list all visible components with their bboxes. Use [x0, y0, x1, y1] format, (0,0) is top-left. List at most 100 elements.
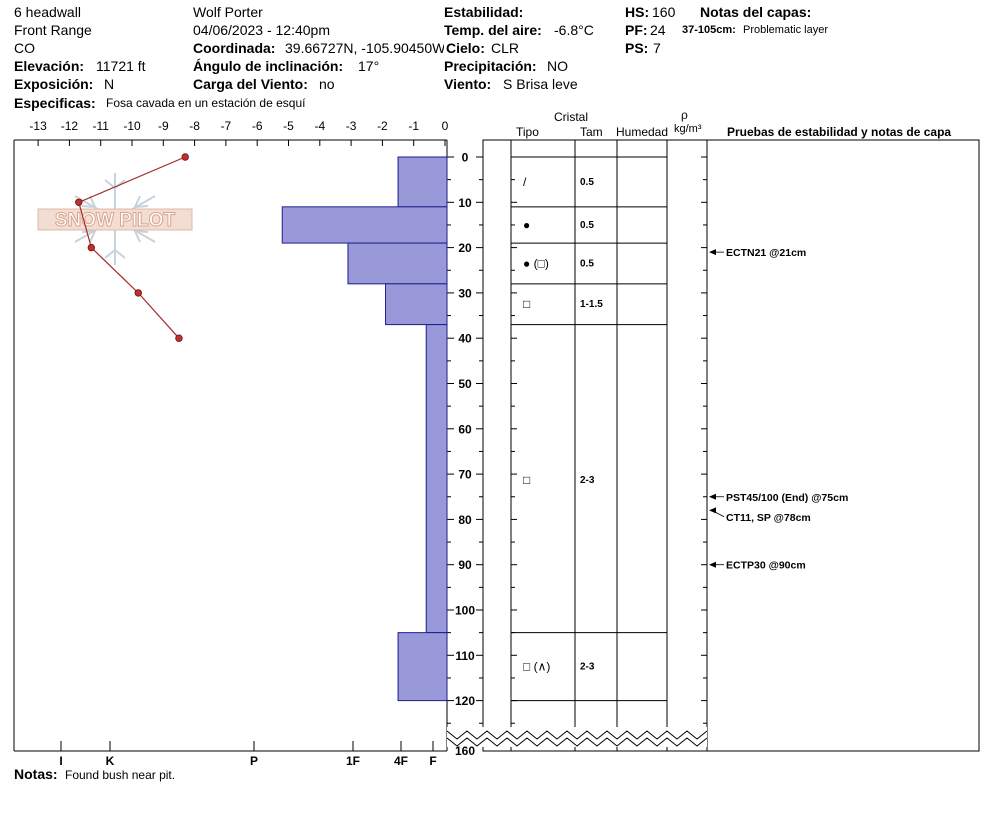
- crystal-size-value: 2-3: [580, 475, 595, 486]
- site-name: 6 headwall: [14, 4, 81, 20]
- hardness-tick-label: I: [59, 754, 62, 768]
- density-symbol: ρ: [681, 108, 688, 122]
- coordinate-label: Coordinada:: [193, 40, 276, 56]
- crystal-type-symbol: □: [523, 297, 530, 311]
- range-name: Front Range: [14, 22, 92, 38]
- sky-value: CLR: [491, 40, 520, 56]
- stability-test-arrow: [709, 493, 716, 500]
- hs-value: 160: [652, 4, 676, 20]
- temp-tick-label: -8: [189, 119, 200, 133]
- crystal-type-symbol: □: [523, 473, 530, 487]
- crystal-column-header: Cristal: [554, 110, 589, 124]
- size-column-header: Tam: [580, 125, 603, 139]
- temp-tick-label: -13: [29, 119, 47, 133]
- chart-axes: [13, 139, 980, 752]
- precip-value: NO: [547, 58, 568, 74]
- crystal-size-value: 1-1.5: [580, 299, 603, 310]
- hardness-bar: [347, 242, 448, 285]
- aspect-value: N: [104, 76, 115, 92]
- temp-tick-label: -1: [408, 119, 419, 133]
- stability-test-label: ECTP30 @90cm: [726, 560, 806, 572]
- temperature-point: [175, 334, 183, 342]
- temp-tick-label: -9: [158, 119, 169, 133]
- depth-bottom-label: 160: [455, 744, 475, 758]
- depth-tick-label: 90: [458, 558, 472, 572]
- hardness-tick-label: F: [429, 754, 436, 768]
- temp-tick-label: -10: [123, 119, 141, 133]
- sky-label: Cielo:: [444, 40, 485, 56]
- pf-label: PF:: [625, 22, 648, 38]
- crystal-type-symbol: □ (∧): [523, 660, 550, 674]
- depth-tick-label: 40: [458, 332, 472, 346]
- slope-label: Ángulo de inclinación:: [193, 58, 344, 74]
- layer-note-text: Problematic layer: [743, 24, 828, 36]
- type-column-header: Tipo: [516, 125, 539, 139]
- temperature-point: [181, 153, 189, 161]
- axis-break-zigzag-upper: [446, 730, 708, 740]
- specifics-label: Especificas:: [14, 95, 96, 111]
- depth-tick-label: 120: [455, 694, 475, 708]
- hardness-bar: [397, 632, 448, 702]
- hardness-tick-label: K: [106, 754, 115, 768]
- stability-label: Estabilidad:: [444, 4, 524, 20]
- stability-test-label: ECTN21 @21cm: [726, 247, 806, 259]
- temperature-point: [75, 198, 83, 206]
- temp-tick-label: -12: [61, 119, 79, 133]
- hs-label: HS:: [625, 4, 650, 20]
- temp-tick-label: -6: [252, 119, 263, 133]
- specifics-value: Fosa cavada en un estación de esquí: [106, 96, 306, 110]
- depth-tick-label: 0: [462, 151, 469, 165]
- axis-break-mask: [447, 727, 707, 747]
- aspect-label: Exposición:: [14, 76, 94, 92]
- coordinate-value: 39.66727N, -105.90450W: [285, 40, 446, 56]
- depth-tick-label: 10: [458, 196, 472, 210]
- crystal-size-value: 2-3: [580, 662, 595, 673]
- notes-value: Found bush near pit.: [65, 768, 176, 782]
- precip-label: Precipitación:: [444, 58, 537, 74]
- depth-tick-label: 30: [458, 286, 472, 300]
- air-temp-label: Temp. del aire:: [444, 22, 542, 38]
- logo-text: SNOW PILOT: [55, 210, 176, 231]
- air-temp-value: -6.8°C: [554, 22, 594, 38]
- logo-banner: [37, 208, 193, 231]
- stability-test-arrow: [709, 249, 716, 256]
- layer-table-frame: [482, 139, 980, 752]
- moisture-column-header: Humedad: [616, 125, 669, 139]
- depth-tick-label: 110: [455, 649, 475, 663]
- hardness-bar: [385, 283, 448, 326]
- stability-test-label: PST45/100 (End) @75cm: [726, 492, 848, 504]
- layer-note-range: 37-105cm:: [682, 24, 736, 36]
- depth-tick-label: 80: [458, 513, 472, 527]
- depth-axis-break: [446, 727, 708, 747]
- depth-tick-label: 50: [458, 377, 472, 391]
- temperature-point: [134, 289, 142, 297]
- elevation-value: 11721 ft: [96, 58, 146, 74]
- crystal-type-symbol: ● (□): [523, 256, 549, 270]
- crystal-size-value: 0.5: [580, 258, 594, 269]
- ps-value: 7: [653, 40, 661, 56]
- hardness-tick-label: 1F: [346, 754, 360, 768]
- hardness-bar: [397, 156, 448, 208]
- hardness-tick-label: P: [250, 754, 258, 768]
- wind-label: Viento:: [444, 76, 492, 92]
- temperature-point: [87, 243, 96, 252]
- hardness-bar: [425, 324, 448, 634]
- stability-test-label: CT11, SP @78cm: [726, 512, 811, 524]
- depth-tick-label: 60: [458, 422, 472, 436]
- wind-load-label: Carga del Viento:: [193, 76, 308, 92]
- observation-datetime: 04/06/2023 - 12:40pm: [193, 22, 330, 38]
- crystal-size-value: 0.5: [580, 220, 594, 231]
- stability-test-arrow: [709, 561, 716, 568]
- ps-label: PS:: [625, 40, 649, 56]
- depth-tick-label: 100: [455, 604, 475, 618]
- hardness-bar: [281, 206, 448, 244]
- crystal-size-value: 0.5: [580, 177, 594, 188]
- depth-tick-label: 20: [458, 241, 472, 255]
- temp-tick-label: -4: [314, 119, 325, 133]
- slope-value: 17°: [358, 58, 380, 74]
- notes-label: Notas:: [14, 766, 58, 782]
- tests-column-header: Pruebas de estabilidad y notas de capa: [727, 125, 952, 139]
- temp-tick-label: 0: [442, 119, 449, 133]
- crystal-type-symbol: ●: [523, 218, 530, 232]
